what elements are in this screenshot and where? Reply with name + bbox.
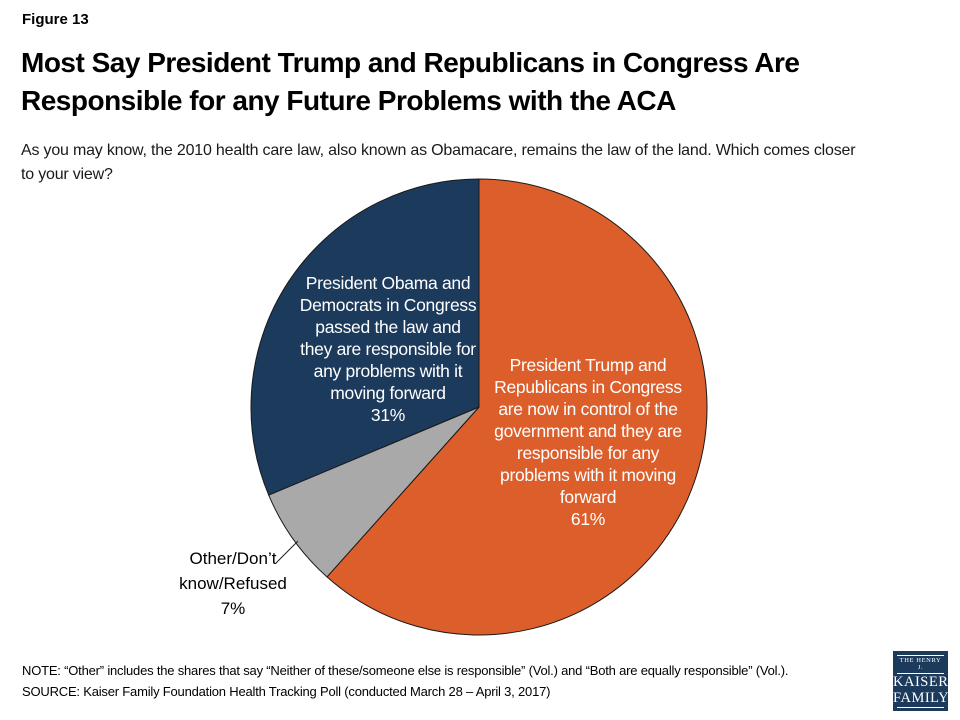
slice-label-line: problems with it moving — [500, 465, 676, 485]
footnotes: NOTE: “Other” includes the shares that s… — [22, 661, 882, 702]
slide-title: Most Say President Trump and Republicans… — [21, 44, 951, 120]
figure-label: Figure 13 — [22, 11, 89, 28]
pie-slices-group — [250, 178, 708, 636]
logo-name-line-1: KAISER — [893, 674, 949, 690]
slice-label-line: they are responsible for — [300, 339, 476, 359]
slide-title-line-2: Responsible for any Future Problems with… — [21, 85, 676, 116]
note-text: NOTE: “Other” includes the shares that s… — [22, 663, 789, 678]
slice-label-line: President Obama and — [305, 273, 471, 293]
slice-value-obama-democrats: 31% — [370, 405, 406, 425]
slice-value-other: 7% — [220, 599, 246, 618]
slice-label-line: Other/Don’t — [189, 549, 277, 568]
survey-question: As you may know, the 2010 health care la… — [21, 139, 956, 187]
slice-label-obama-democrats: President Obama and Democrats in Congres… — [300, 272, 477, 426]
slice-label-line: Democrats in Congress — [299, 295, 477, 315]
slide-title-line-1: Most Say President Trump and Republicans… — [21, 47, 800, 78]
pie-slice-trump-republicans-responsible — [326, 178, 708, 636]
slice-label-line: responsible for any — [516, 443, 660, 463]
logo-name-line-2: FAMILY — [893, 689, 950, 706]
slice-label-line: forward — [559, 487, 617, 507]
kaiser-family-foundation-logo: THE HENRY J. KAISER FAMILY FOUNDATION — [893, 651, 950, 717]
slice-label-line: government and they are — [494, 421, 682, 441]
slice-label-trump-republicans: President Trump and Republicans in Congr… — [494, 354, 682, 530]
slice-label-other: Other/Don’t know/Refused 7% — [179, 546, 287, 621]
slice-label-line: moving forward — [330, 383, 446, 403]
logo-bottom-text: FOUNDATION — [897, 707, 944, 717]
slice-value-trump-republicans: 61% — [570, 509, 606, 529]
survey-question-line-2: to your view? — [21, 166, 113, 183]
slice-label-line: passed the law and — [315, 317, 461, 337]
logo-top-text: THE HENRY J. — [897, 655, 944, 674]
slice-label-line: President Trump and — [509, 355, 667, 375]
slice-label-line: know/Refused — [179, 574, 287, 593]
pie-slice-obama-democrats-responsible — [250, 178, 480, 496]
survey-question-line-1: As you may know, the 2010 health care la… — [21, 142, 856, 159]
slice-label-line: Republicans in Congress — [494, 377, 682, 397]
other-slice-leader-line — [275, 540, 299, 564]
slice-label-line: are now in control of the — [498, 399, 678, 419]
slice-label-line: any problems with it — [313, 361, 463, 381]
pie-slice-other-dont-know-refused — [268, 406, 480, 578]
source-text: SOURCE: Kaiser Family Foundation Health … — [22, 683, 551, 699]
